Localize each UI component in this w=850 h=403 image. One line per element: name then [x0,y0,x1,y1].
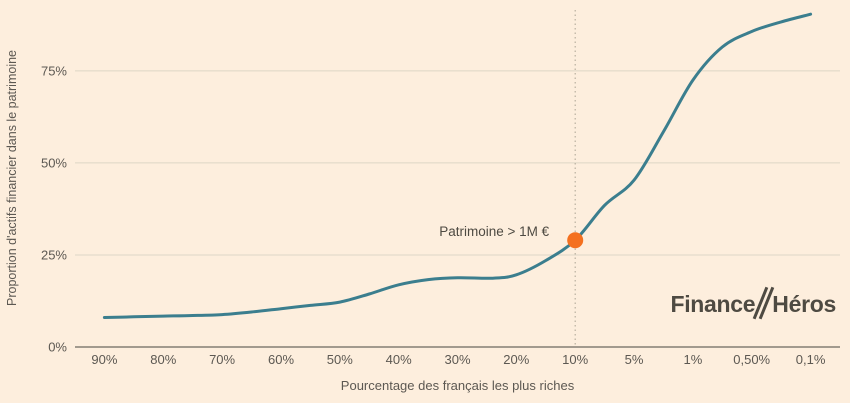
y-tick-label: 75% [41,63,67,78]
logo-text-finance: Finance [670,290,756,317]
y-tick-label: 50% [41,155,67,170]
data-curve [102,12,813,319]
x-tick-label: 60% [268,352,294,367]
x-tick-label: 30% [444,352,470,367]
x-tick-label: 50% [327,352,353,367]
x-tick-label: 90% [91,352,117,367]
x-tick-label: 0,1% [796,352,826,367]
x-tick-label: 1% [684,352,703,367]
x-tick-label: 40% [386,352,412,367]
x-tick-label: 5% [625,352,644,367]
x-axis-title: Pourcentage des français les plus riches [341,378,575,393]
x-tick-label: 80% [150,352,176,367]
x-tick-label: 20% [503,352,529,367]
logo-text-heros: Héros [772,290,836,317]
logo-double-slash-icon [753,286,775,320]
x-tick-label: 10% [562,352,588,367]
y-tick-label: 0% [48,340,67,355]
y-tick-label: 25% [41,248,67,263]
annotation-label: Patrimoine > 1M € [439,224,549,239]
annotation-dot [567,232,584,249]
y-axis-title: Proportion d'actifs financier dans le pa… [5,50,19,306]
finance-heros-logo: Finance Héros [670,286,836,320]
x-tick-label: 0,50% [733,352,770,367]
x-tick-label: 70% [209,352,235,367]
